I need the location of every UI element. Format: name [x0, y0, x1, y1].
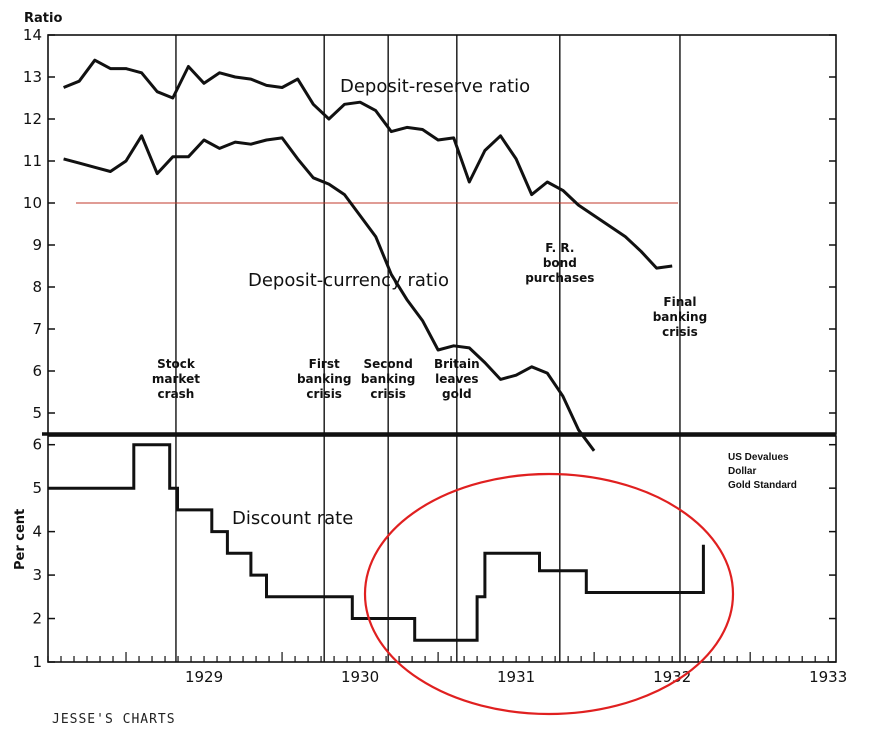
chart-frame — [42, 34, 837, 663]
top-y-ticks: 14 13 12 11 10 9 8 7 6 5 — [23, 26, 836, 422]
bottom-panel-border — [47, 435, 837, 663]
top-y-tick-label: 5 — [32, 404, 42, 422]
top-y-tick-label: 10 — [23, 194, 42, 212]
deposit-reserve-line — [63, 58, 673, 270]
event-label: crisis — [662, 325, 698, 339]
bottom-y-tick-label: 6 — [32, 436, 42, 454]
event-label: market — [152, 372, 200, 386]
x-tick-label: 1932 — [653, 668, 691, 686]
event-label: crisis — [306, 387, 342, 401]
x-tick-label: 1929 — [185, 668, 223, 686]
top-y-tick-label: 11 — [23, 152, 42, 170]
top-y-tick-label: 13 — [23, 68, 42, 86]
bottom-series — [47, 443, 705, 642]
top-y-tick-label: 6 — [32, 362, 42, 380]
top-y-axis-title: Ratio — [24, 11, 62, 26]
top-y-tick-label: 14 — [23, 26, 42, 44]
bottom-y-tick-label: 2 — [32, 610, 42, 628]
deposit-currency-label: Deposit-currency ratio — [248, 270, 449, 291]
event-label: F. R. — [545, 241, 574, 255]
top-y-tick-label: 8 — [32, 278, 42, 296]
event-label: Stock — [157, 357, 196, 371]
event-label: First — [309, 357, 340, 371]
x-axis-ticks: 1929 1930 1931 1932 1933 — [47, 652, 847, 686]
event-label: banking — [653, 310, 707, 324]
annotations: US Devalues Dollar Gold Standard — [363, 452, 797, 716]
top-y-tick-label: 7 — [32, 320, 42, 338]
highlight-ellipse — [363, 472, 735, 716]
bottom-y-tick-label: 1 — [32, 653, 42, 671]
top-y-tick-label: 12 — [23, 110, 42, 128]
event-label: banking — [361, 372, 415, 386]
discount-rate-label: Discount rate — [232, 508, 353, 529]
top-series — [63, 58, 673, 452]
event-label: leaves — [435, 372, 478, 386]
event-label: gold — [442, 387, 472, 401]
event-label: crash — [158, 387, 195, 401]
x-tick-label: 1931 — [497, 668, 535, 686]
event-label: crisis — [370, 387, 406, 401]
event-label: Final — [663, 295, 696, 309]
watermark: JESSE'S CHARTS — [52, 712, 176, 727]
event-label: banking — [297, 372, 351, 386]
us-devalues-label: US Devalues — [728, 452, 789, 463]
bottom-y-tick-label: 5 — [32, 479, 42, 497]
event-label: purchases — [525, 271, 594, 285]
event-label: Second — [364, 357, 413, 371]
x-tick-label: 1933 — [809, 668, 847, 686]
bottom-y-ticks: 6 5 4 3 2 1 — [32, 436, 836, 671]
bottom-y-tick-label: 3 — [32, 566, 42, 584]
top-y-tick-label: 9 — [32, 236, 42, 254]
us-devalues-label: Gold Standard — [728, 480, 797, 491]
bottom-y-axis-title: Per cent — [13, 509, 28, 570]
event-label: bond — [543, 256, 577, 270]
deposit-currency-line — [63, 134, 596, 452]
event-lines: StockmarketcrashFirstbankingcrisisSecond… — [152, 35, 707, 662]
discount-rate-line — [48, 443, 705, 642]
x-tick-label: 1930 — [341, 668, 379, 686]
bottom-y-tick-label: 4 — [32, 523, 42, 541]
event-label: Britain — [434, 357, 480, 371]
deposit-reserve-label: Deposit-reserve ratio — [340, 76, 530, 97]
us-devalues-label: Dollar — [728, 466, 756, 477]
